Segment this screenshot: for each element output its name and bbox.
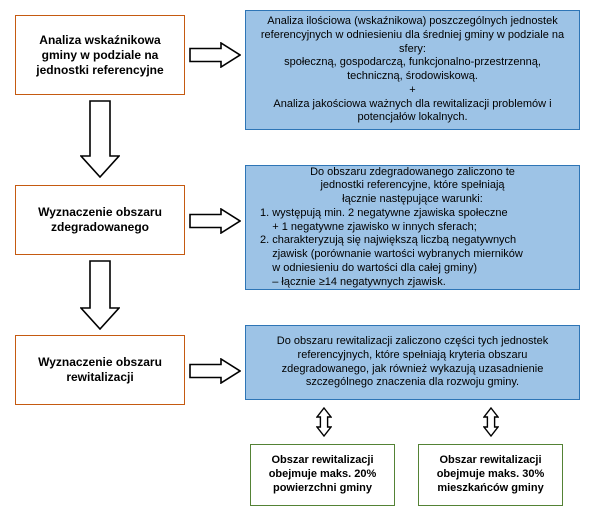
right-desc-text: Analiza ilościowa (wskaźnikowa) poszczeg…	[256, 15, 569, 125]
right-desc-text: Do obszaru zdegradowanego zaliczono teje…	[256, 166, 569, 290]
constraint-text: Obszar rewitalizacji obejmuje maks. 20% …	[255, 454, 390, 495]
left-step-text: Wyznaczenie obszaru rewitalizacji	[22, 355, 178, 385]
arrow-bidir-0	[316, 407, 332, 437]
arrow-down-1	[80, 260, 120, 330]
arrow-down-0	[80, 100, 120, 178]
arrow-right-1	[189, 208, 241, 234]
constraint-box-0: Obszar rewitalizacji obejmuje maks. 20% …	[250, 444, 395, 506]
left-step-text: Wyznaczenie obszaru zdegradowanego	[22, 205, 178, 235]
left-step-box-2: Wyznaczenie obszaru rewitalizacji	[15, 335, 185, 405]
arrow-right-2	[189, 358, 241, 384]
arrow-right-0	[189, 42, 241, 68]
left-step-text: Analiza wskaźnikowa gminy w podziale na …	[22, 33, 178, 78]
arrow-bidir-1	[483, 407, 499, 437]
right-desc-box-1: Do obszaru zdegradowanego zaliczono teje…	[245, 165, 580, 290]
right-desc-box-2: Do obszaru rewitalizacji zaliczono częśc…	[245, 325, 580, 400]
right-desc-box-0: Analiza ilościowa (wskaźnikowa) poszczeg…	[245, 10, 580, 130]
left-step-box-1: Wyznaczenie obszaru zdegradowanego	[15, 185, 185, 255]
constraint-box-1: Obszar rewitalizacji obejmuje maks. 30% …	[418, 444, 563, 506]
right-desc-text: Do obszaru rewitalizacji zaliczono częśc…	[256, 335, 569, 390]
left-step-box-0: Analiza wskaźnikowa gminy w podziale na …	[15, 15, 185, 95]
constraint-text: Obszar rewitalizacji obejmuje maks. 30% …	[423, 454, 558, 495]
